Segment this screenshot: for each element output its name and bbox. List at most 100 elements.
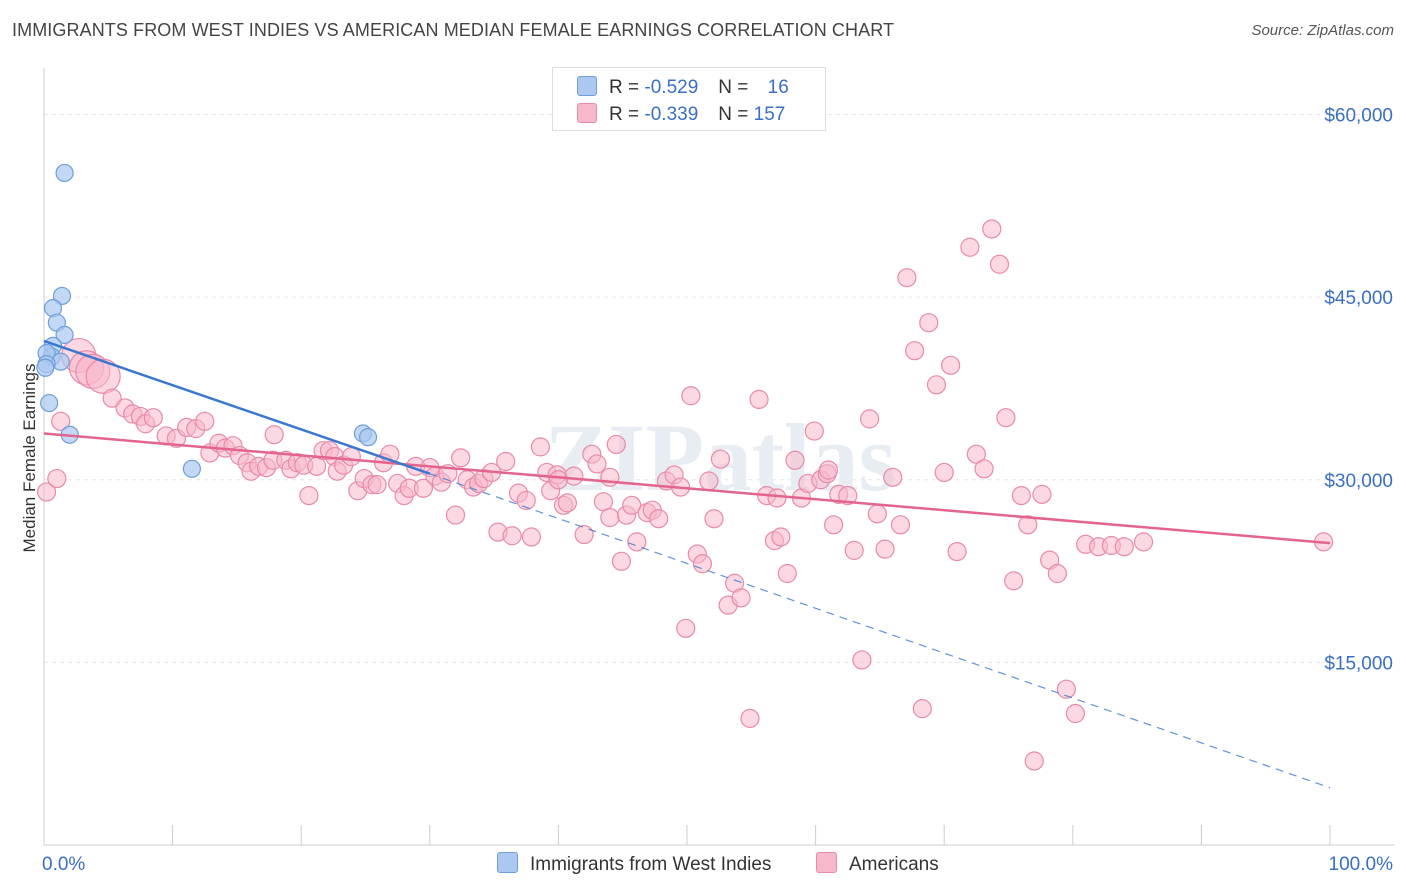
data-point-americans (1024, 751, 1044, 771)
data-point-americans (85, 358, 121, 394)
data-point-americans (804, 421, 824, 441)
data-point-americans (699, 471, 719, 491)
data-point-americans (919, 313, 939, 333)
legend-swatch-pink (577, 103, 597, 123)
data-point-americans (574, 524, 594, 545)
r-label: R = (609, 104, 640, 125)
data-point-americans (557, 493, 578, 513)
tick-labels: $15,000 $30,000 $45,000 $60,000 0.0% 100.0% (42, 106, 1393, 875)
data-point-americans (1133, 532, 1154, 552)
trend-line-west-indies-extension (429, 473, 1331, 789)
data-point-americans (947, 541, 967, 562)
data-point-americans (926, 375, 947, 395)
data-point-americans (367, 475, 387, 495)
americans-points (36, 219, 1334, 771)
data-point-west-indies (55, 325, 74, 344)
y-tick-label: $30,000 (1324, 471, 1393, 492)
data-point-west-indies (36, 358, 55, 377)
data-point-americans (934, 462, 954, 483)
n-label: N = (718, 104, 749, 125)
data-point-americans (502, 526, 522, 546)
data-point-americans (905, 341, 925, 361)
data-point-americans (996, 408, 1016, 428)
data-point-americans (587, 454, 607, 474)
data-point-americans (1011, 485, 1031, 506)
data-point-west-indies (182, 459, 201, 478)
r-value: -0.529 (644, 77, 699, 98)
x-tick-label: 0.0% (42, 854, 85, 875)
data-point-americans (102, 388, 122, 408)
data-point-americans (600, 467, 620, 487)
data-point-americans (627, 532, 647, 552)
data-point-americans (413, 478, 433, 498)
n-label: N = (718, 77, 749, 98)
data-point-americans (838, 485, 858, 506)
data-point-americans (676, 618, 696, 638)
legend-label: Immigrants from West Indies (530, 854, 772, 875)
data-point-americans (530, 437, 550, 457)
data-point-americans (681, 386, 701, 406)
data-point-americans (989, 254, 1010, 274)
data-point-americans (1018, 515, 1038, 535)
data-point-americans (824, 515, 844, 535)
legend-row-americans: R = -0.339 N = 157 (577, 103, 785, 126)
data-point-americans (1032, 484, 1052, 504)
data-point-americans (611, 551, 632, 571)
data-point-americans (51, 411, 71, 431)
data-point-americans (521, 527, 541, 547)
data-point-americans (1065, 703, 1085, 724)
data-point-americans (692, 554, 713, 574)
data-point-americans (731, 588, 751, 608)
data-point-americans (740, 708, 760, 728)
r-label: R = (609, 77, 640, 98)
correlation-legend: R = -0.529 N = 16 R = -0.339 N = 157 (552, 67, 826, 131)
n-value: 157 (753, 104, 786, 125)
data-point-americans (982, 219, 1002, 239)
source-label: Source: ZipAtlas.com (1251, 22, 1394, 39)
data-point-americans (1056, 679, 1076, 699)
legend-item-west-indies: Immigrants from West Indies (497, 852, 771, 876)
data-point-americans (548, 470, 569, 490)
x-tick-label: 100.0% (1329, 854, 1394, 875)
data-point-americans (785, 450, 805, 470)
data-point-americans (496, 451, 516, 472)
y-axis-label: Median Female Earnings (20, 363, 39, 553)
data-point-americans (890, 515, 911, 535)
data-point-americans (36, 482, 57, 502)
legend-row-west-indies: R = -0.529 N = 16 (577, 76, 789, 99)
data-point-americans (47, 468, 67, 489)
data-point-americans (710, 449, 731, 469)
axes (43, 68, 1395, 846)
data-point-americans (299, 485, 319, 506)
data-point-americans (704, 509, 724, 529)
data-point-americans (960, 237, 980, 257)
y-tick-label: $60,000 (1324, 106, 1393, 127)
data-point-americans (1004, 571, 1024, 591)
data-point-americans (445, 505, 466, 525)
gridlines (44, 114, 1395, 663)
data-point-americans (974, 459, 994, 479)
data-point-americans (912, 699, 932, 719)
y-tick-label: $15,000 (1324, 653, 1393, 674)
data-point-americans (516, 490, 536, 511)
trend-line-americans (43, 432, 1331, 545)
data-point-americans (844, 540, 864, 560)
data-point-americans (622, 495, 642, 515)
data-point-americans (264, 425, 284, 445)
data-point-americans (195, 411, 215, 431)
data-point-americans (451, 448, 471, 468)
data-point-americans (875, 539, 895, 559)
y-tick-label: $45,000 (1324, 288, 1393, 309)
r-value: -0.339 (644, 104, 699, 125)
data-point-americans (860, 409, 880, 429)
legend-item-americans: Americans (816, 852, 939, 876)
legend-swatch-blue (497, 852, 518, 873)
data-point-americans (941, 355, 961, 375)
data-point-americans (341, 447, 361, 467)
data-point-americans (1047, 563, 1067, 584)
data-point-west-indies (52, 286, 72, 306)
legend-swatch-pink (816, 852, 837, 873)
data-point-americans (749, 389, 769, 410)
data-point-americans (818, 460, 839, 480)
